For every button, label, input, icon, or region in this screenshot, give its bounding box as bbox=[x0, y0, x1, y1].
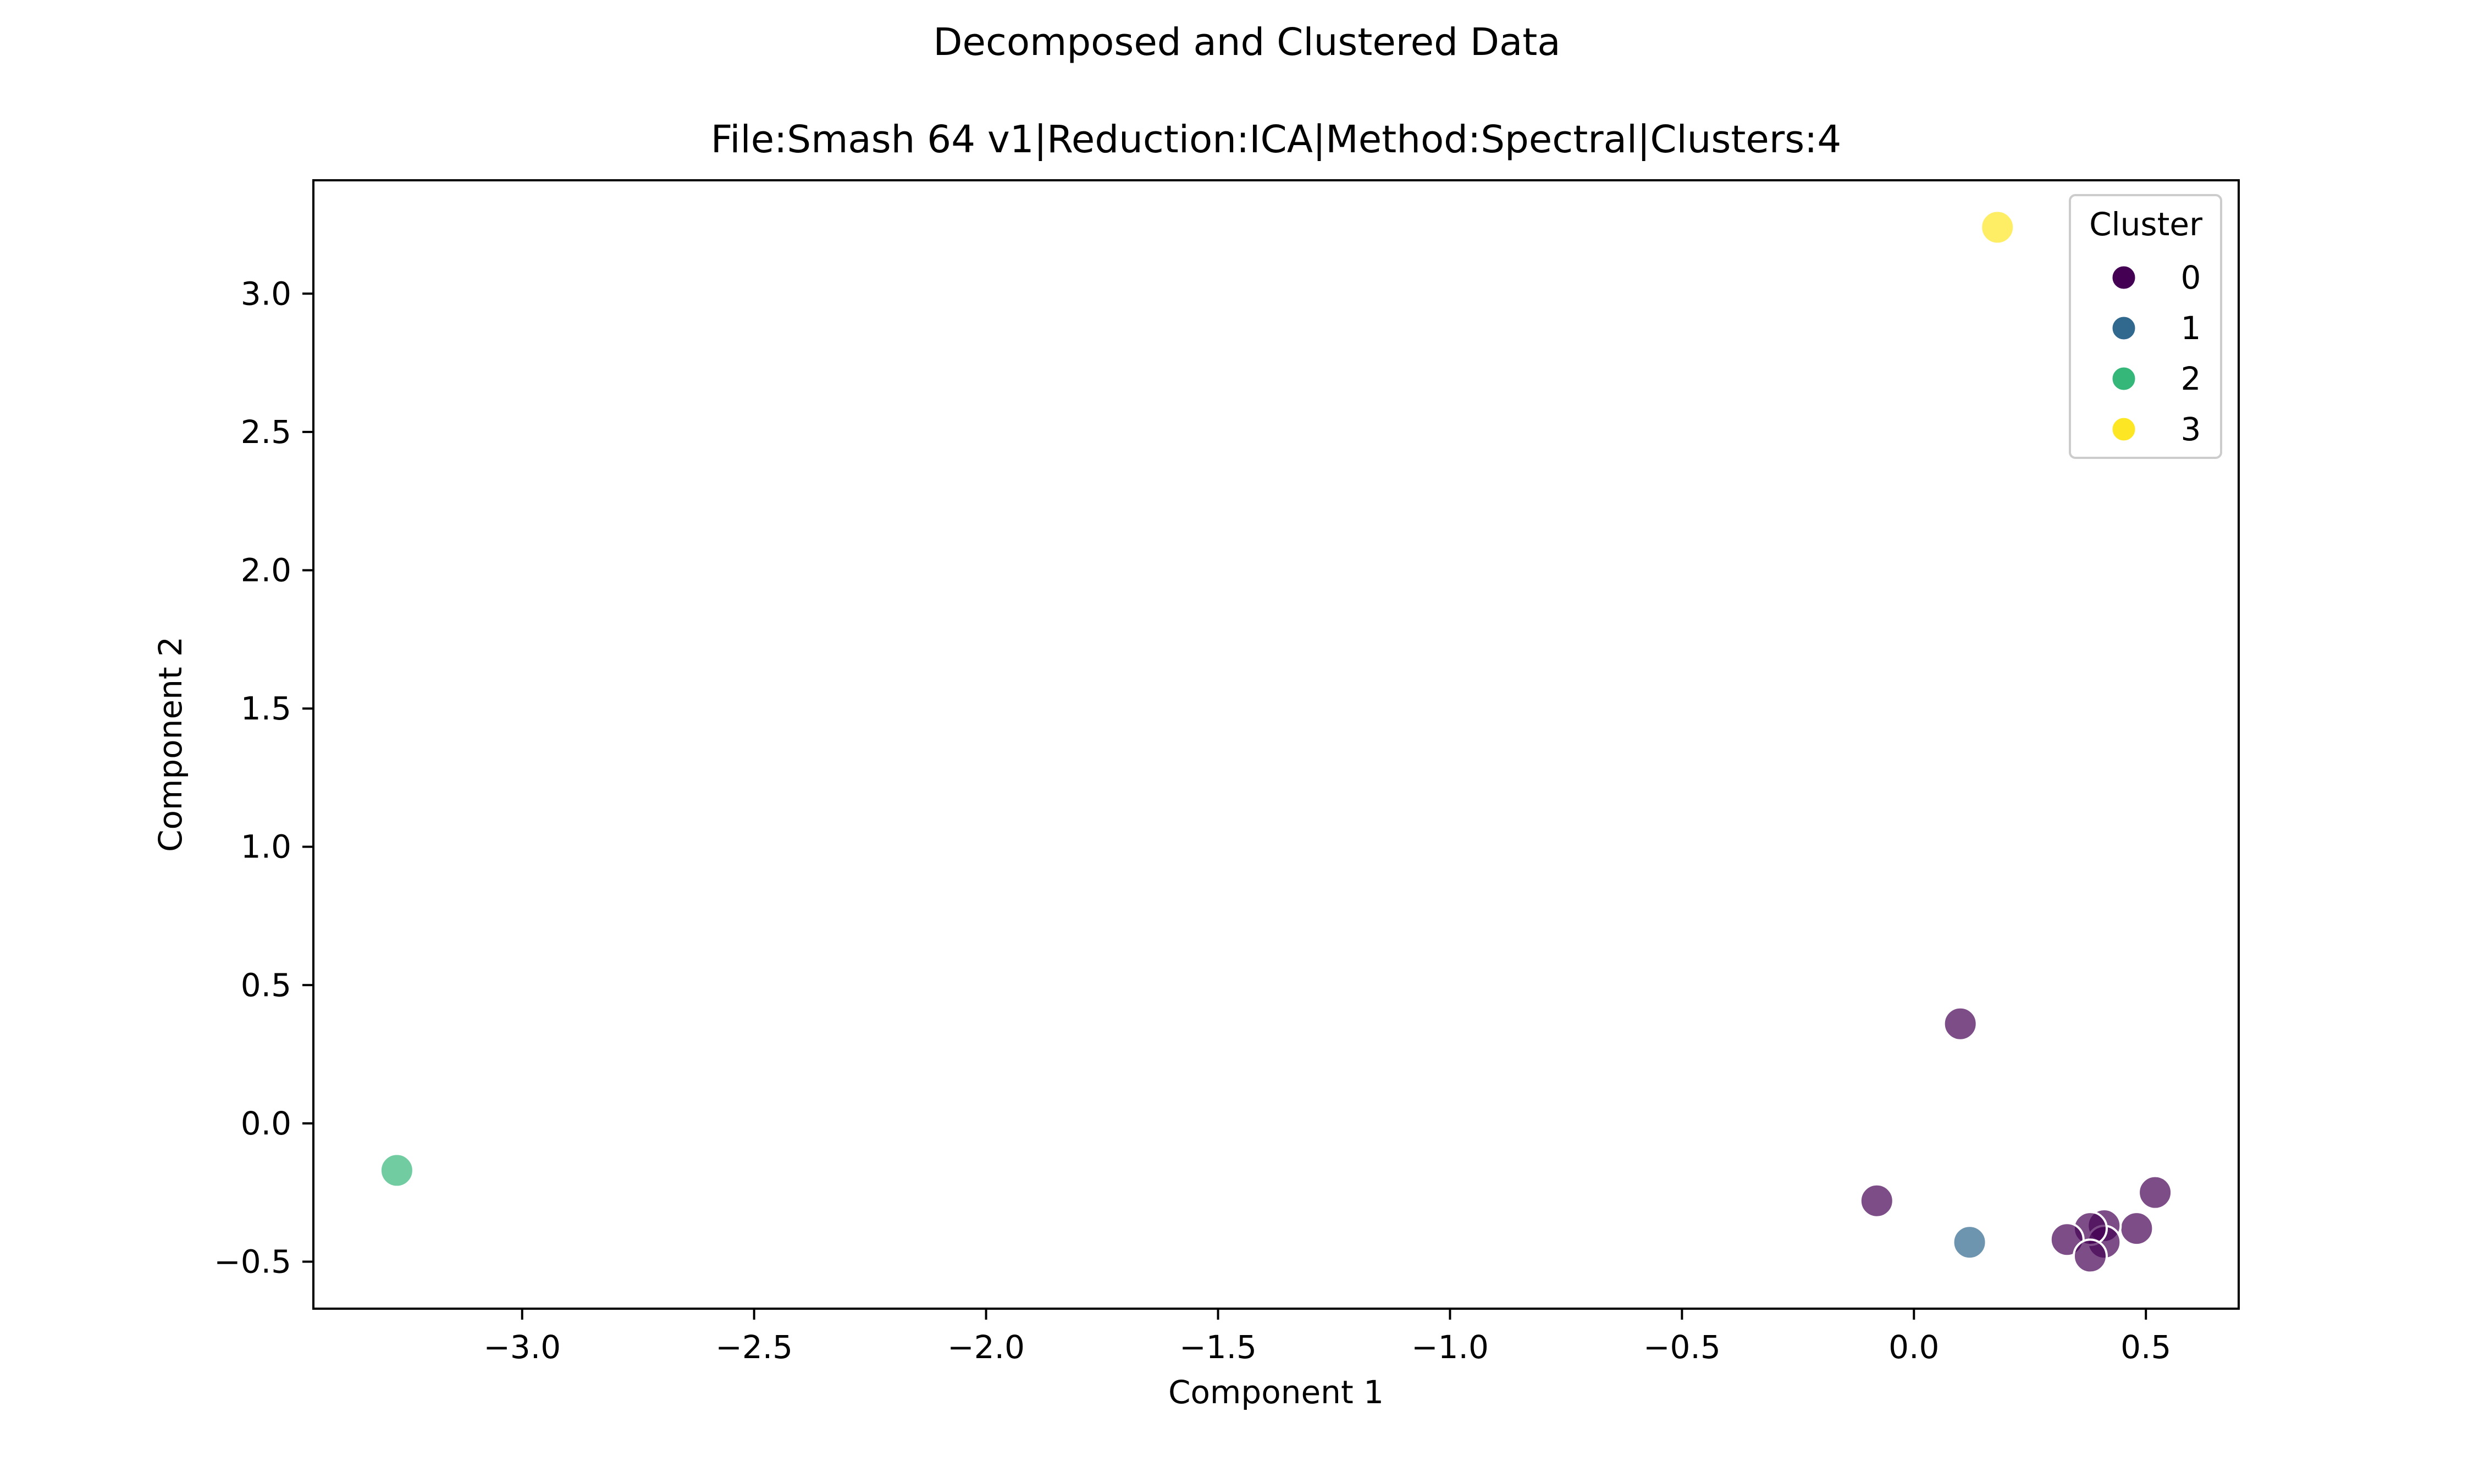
chart-suptitle: Decomposed and Clustered Data bbox=[933, 20, 1560, 64]
data-point-cluster-0 bbox=[2072, 1238, 2108, 1274]
legend-frame bbox=[2069, 194, 2222, 459]
y-tick-label: 0.0 bbox=[241, 1105, 291, 1142]
legend-label-cluster-2: 2 bbox=[2181, 360, 2201, 397]
data-point-cluster-3 bbox=[1980, 209, 2015, 245]
data-point-cluster-2 bbox=[379, 1153, 415, 1188]
scatter-points bbox=[379, 209, 2173, 1274]
x-tick-label: −2.0 bbox=[947, 1328, 1025, 1366]
legend-marker-cluster-1 bbox=[2111, 315, 2137, 341]
axis-ticks: −3.0 −2.5 −2.0 −1.5 −1.0 −0.5 0.0 0.5 −0.5 0.0 0.5… bbox=[214, 275, 2171, 1366]
x-tick-label: −3.0 bbox=[483, 1328, 561, 1366]
data-point-cluster-0 bbox=[1942, 1006, 1978, 1042]
legend-marker-cluster-3 bbox=[2111, 416, 2137, 442]
y-axis-label: Component 2 bbox=[152, 636, 189, 852]
legend: Cluster 0 1 2 3 bbox=[2069, 194, 2222, 459]
y-tick-label: 3.0 bbox=[241, 275, 291, 312]
plot-frame bbox=[312, 179, 2240, 1310]
data-point-cluster-1 bbox=[1952, 1225, 1987, 1260]
legend-marker-cluster-0 bbox=[2111, 264, 2137, 291]
x-tick-label: −0.5 bbox=[1643, 1328, 1721, 1366]
x-tick-label: 0.0 bbox=[1888, 1328, 1939, 1366]
y-tick-label: 1.5 bbox=[241, 690, 291, 727]
x-tick-label: −1.5 bbox=[1179, 1328, 1257, 1366]
legend-label-cluster-0: 0 bbox=[2181, 259, 2201, 296]
legend-title: Cluster bbox=[2089, 206, 2202, 243]
data-point-cluster-0 bbox=[2119, 1211, 2155, 1247]
chart-title: File:Smash 64 v1|Reduction:ICA|Method:Sp… bbox=[711, 118, 1842, 162]
data-point-cluster-0 bbox=[1859, 1183, 1895, 1219]
y-tick-label: 2.0 bbox=[241, 551, 291, 589]
x-tick-label: −1.0 bbox=[1411, 1328, 1489, 1366]
x-tick-label: 0.5 bbox=[2120, 1328, 2171, 1366]
y-tick-label: −0.5 bbox=[214, 1243, 291, 1280]
legend-label-cluster-3: 3 bbox=[2181, 411, 2201, 448]
x-axis-label: Component 1 bbox=[1168, 1374, 1384, 1411]
legend-items: 0 1 2 3 bbox=[2111, 259, 2201, 448]
legend-marker-cluster-2 bbox=[2111, 366, 2137, 392]
y-tick-label: 0.5 bbox=[241, 966, 291, 1004]
legend-label-cluster-1: 1 bbox=[2181, 309, 2201, 347]
data-point-cluster-0 bbox=[2138, 1175, 2173, 1210]
x-tick-label: −2.5 bbox=[715, 1328, 793, 1366]
y-tick-label: 1.0 bbox=[241, 828, 291, 866]
y-tick-label: 2.5 bbox=[241, 413, 291, 451]
